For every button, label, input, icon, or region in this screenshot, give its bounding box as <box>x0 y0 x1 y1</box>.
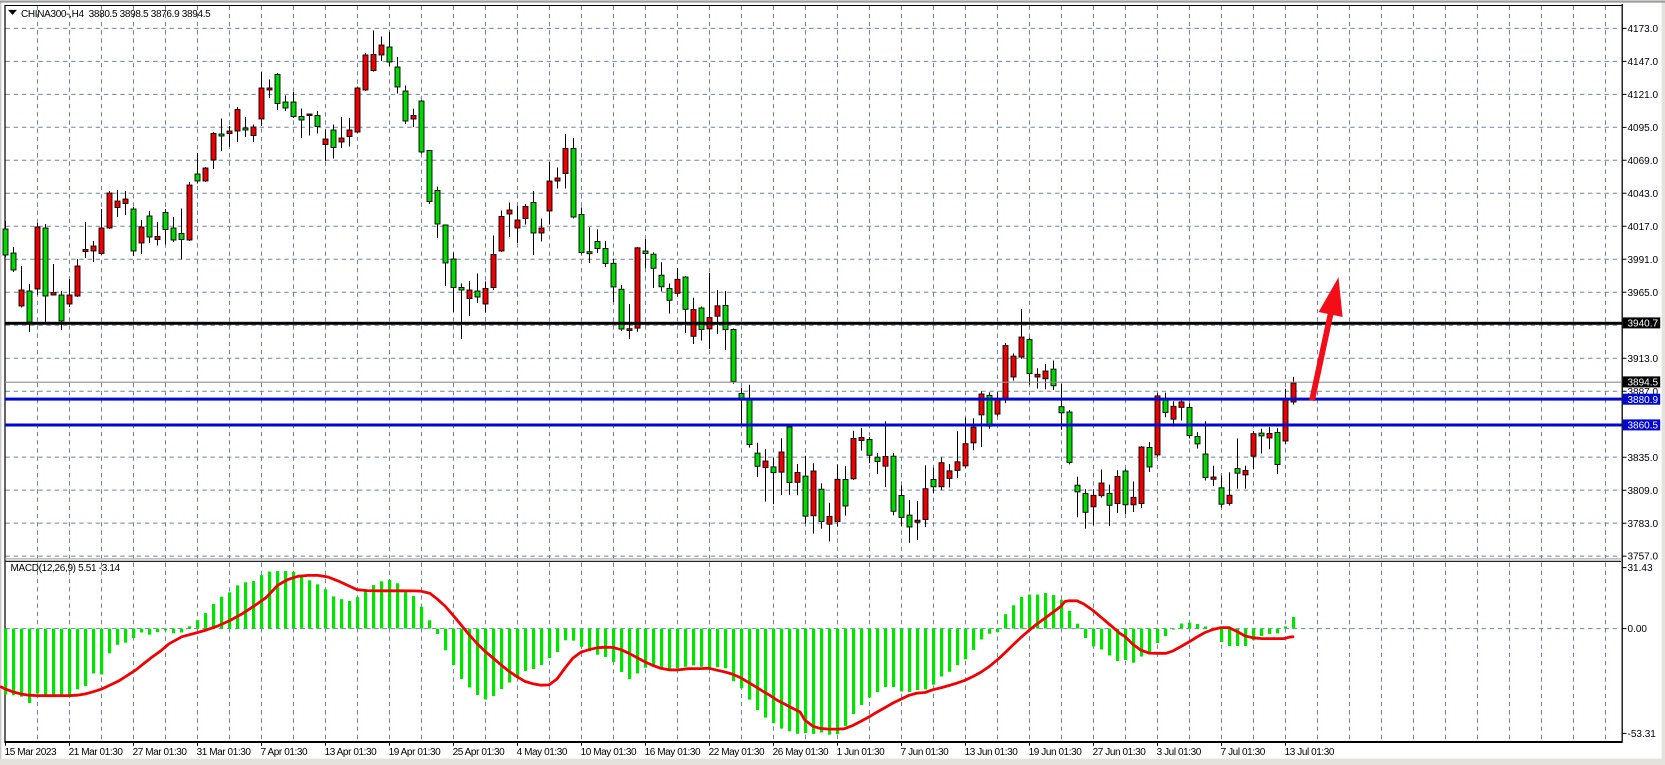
svg-text:3913.0: 3913.0 <box>1628 354 1659 365</box>
svg-text:4121.0: 4121.0 <box>1628 90 1659 101</box>
svg-text:13 Jul 01:30: 13 Jul 01:30 <box>1285 747 1335 758</box>
svg-text:0.00: 0.00 <box>1628 624 1648 635</box>
svg-text:4173.0: 4173.0 <box>1628 24 1659 35</box>
svg-text:31 Mar 01:30: 31 Mar 01:30 <box>197 747 252 758</box>
svg-text:22 May 01:30: 22 May 01:30 <box>709 747 765 758</box>
svg-text:7 Jul 01:30: 7 Jul 01:30 <box>1221 747 1266 758</box>
svg-text:7 Jun 01:30: 7 Jun 01:30 <box>901 747 950 758</box>
svg-text:19 Jun 01:30: 19 Jun 01:30 <box>1029 747 1083 758</box>
svg-text:4 May 01:30: 4 May 01:30 <box>517 747 568 758</box>
svg-text:26 May 01:30: 26 May 01:30 <box>773 747 829 758</box>
svg-text:16 May 01:30: 16 May 01:30 <box>645 747 701 758</box>
svg-text:3894.5: 3894.5 <box>1628 378 1659 389</box>
svg-text:4043.0: 4043.0 <box>1628 189 1659 200</box>
svg-text:3940.7: 3940.7 <box>1628 319 1659 330</box>
svg-text:27 Jun 01:30: 27 Jun 01:30 <box>1093 747 1147 758</box>
svg-text:-53.31: -53.31 <box>1628 729 1657 740</box>
svg-text:7 Apr 01:30: 7 Apr 01:30 <box>261 747 308 758</box>
svg-text:4147.0: 4147.0 <box>1628 57 1659 68</box>
svg-text:10 May 01:30: 10 May 01:30 <box>581 747 637 758</box>
svg-text:3 Jul 01:30: 3 Jul 01:30 <box>1157 747 1202 758</box>
svg-text:25 Apr 01:30: 25 Apr 01:30 <box>453 747 506 758</box>
svg-text:CHINA300-,H4 3880.5 3898.5 38: CHINA300-,H4 3880.5 3898.5 3876.9 3894.5 <box>21 9 211 20</box>
svg-text:31.43: 31.43 <box>1628 563 1653 574</box>
svg-text:3835.0: 3835.0 <box>1628 453 1659 464</box>
svg-text:4069.0: 4069.0 <box>1628 156 1659 167</box>
svg-text:27 Mar 01:30: 27 Mar 01:30 <box>133 747 188 758</box>
svg-text:19 Apr 01:30: 19 Apr 01:30 <box>389 747 442 758</box>
svg-text:3880.9: 3880.9 <box>1628 395 1659 406</box>
svg-text:MACD(12,26,9) 5.51 -3.14: MACD(12,26,9) 5.51 -3.14 <box>11 563 121 574</box>
svg-text:3860.5: 3860.5 <box>1628 421 1659 432</box>
svg-text:21 Mar 01:30: 21 Mar 01:30 <box>69 747 124 758</box>
svg-text:3809.0: 3809.0 <box>1628 486 1659 497</box>
svg-text:3965.0: 3965.0 <box>1628 288 1659 299</box>
svg-text:1 Jun 01:30: 1 Jun 01:30 <box>837 747 886 758</box>
svg-text:13 Apr 01:30: 13 Apr 01:30 <box>325 747 378 758</box>
svg-text:4095.0: 4095.0 <box>1628 123 1659 134</box>
svg-text:3991.0: 3991.0 <box>1628 255 1659 266</box>
svg-text:13 Jun 01:30: 13 Jun 01:30 <box>965 747 1019 758</box>
svg-text:4017.0: 4017.0 <box>1628 222 1659 233</box>
svg-text:3757.0: 3757.0 <box>1628 552 1659 563</box>
svg-text:3783.0: 3783.0 <box>1628 519 1659 530</box>
svg-text:15 Mar 2023: 15 Mar 2023 <box>5 747 57 758</box>
svg-text:3887.0: 3887.0 <box>1628 387 1659 398</box>
